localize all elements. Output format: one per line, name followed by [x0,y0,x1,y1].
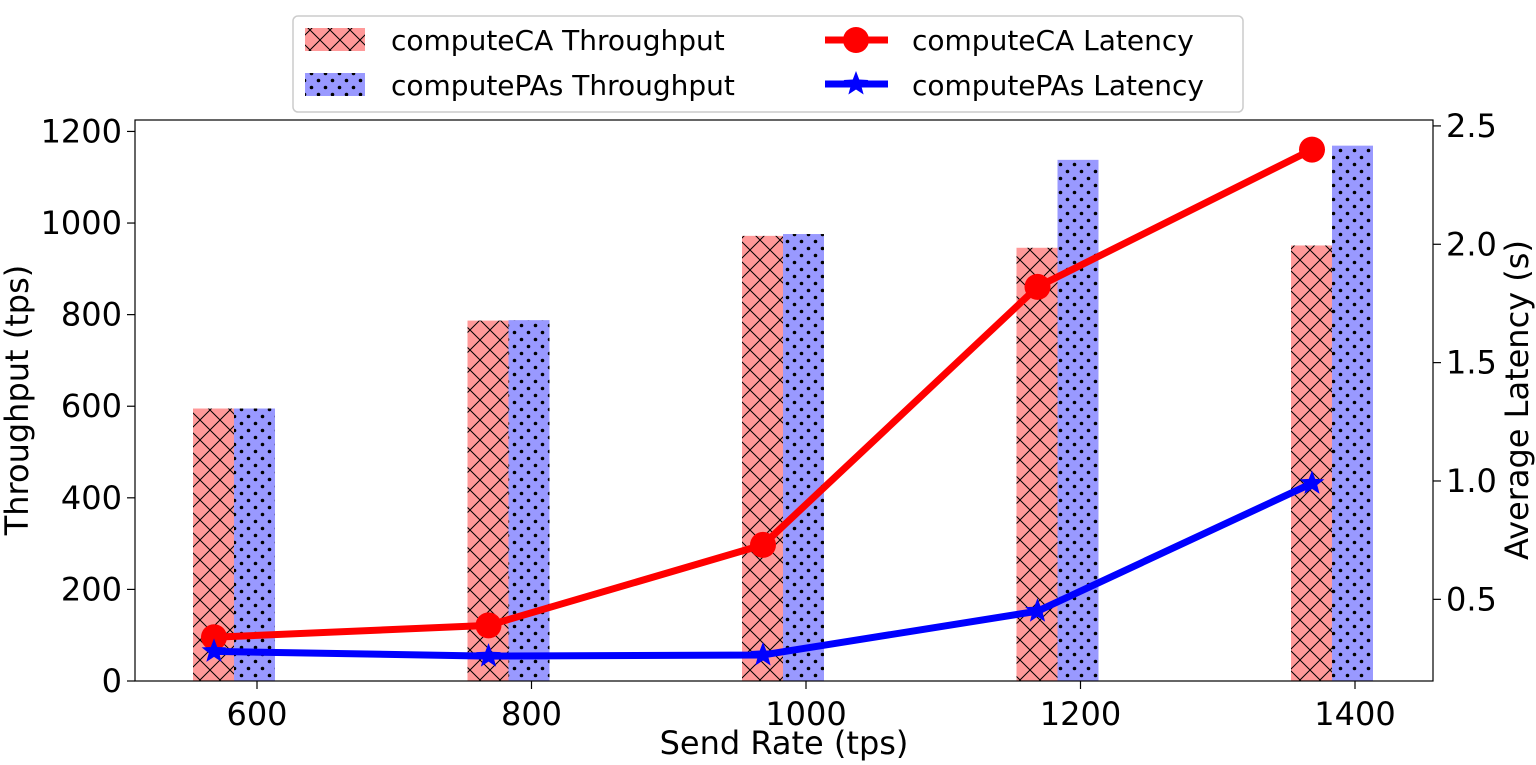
bar-computepas-throughput-1400 [1332,145,1373,681]
y-tick-label-1200: 1200 [41,112,122,150]
point-computepas-latency-1200 [1025,598,1050,622]
point-computepas-latency-1400 [1299,470,1325,494]
legend-label-computepas-throughput: computePAs Throughput [391,69,735,102]
bar-computepas-throughput-1000 [783,234,824,681]
y2-axis-label: Average Latency (s) [1498,240,1536,560]
x-tick-label-1000: 1000 [765,695,846,733]
plot-frame [134,119,1434,682]
x-tick-label-600: 600 [226,695,287,733]
point-computeca-latency-1000 [750,531,776,558]
bar-computeca-throughput-1000 [742,235,783,681]
bar-computepas-throughput-800 [508,320,550,681]
y-tick-label-200: 200 [61,570,122,608]
point-computeca-latency-1400 [1299,136,1325,163]
y2-tick-label-2.0: 2.0 [1446,225,1497,263]
lines-layer [201,136,1325,667]
x-axis-label: Send Rate (tps) [660,724,909,762]
y-axis-left: 0 200 400 600 800 1000 1200 [41,112,135,700]
x-tick-label-1400: 1400 [1314,695,1395,733]
bar-computepas-throughput-600 [234,408,275,681]
y2-tick-label-1.5: 1.5 [1446,344,1497,382]
legend: computeCA Throughput computePAs Throughp… [292,15,1244,113]
y-tick-label-0: 0 [102,662,122,700]
legend-frame [292,15,1244,113]
bars-layer [193,145,1373,681]
y2-tick-label-2.5: 2.5 [1446,107,1497,145]
legend-marker-circle-icon [843,27,869,53]
x-tick-label-1200: 1200 [1040,695,1121,733]
y-tick-label-600: 600 [61,387,122,425]
point-computepas-latency-600 [201,638,227,662]
y-tick-label-1000: 1000 [41,204,122,242]
y-tick-label-800: 800 [61,296,122,334]
legend-label-computeca-latency: computeCA Latency [912,24,1194,57]
point-computeca-latency-600 [201,624,227,651]
legend-label-computeca-throughput: computeCA Throughput [391,24,725,57]
point-computepas-latency-1000 [750,641,776,666]
x-tick-label-800: 800 [501,695,562,733]
legend-swatch-computepas-throughput [305,73,365,96]
point-computepas-latency-800 [476,643,501,667]
y2-tick-label-0.5: 0.5 [1446,580,1497,618]
legend-marker-star-icon [843,71,869,95]
y2-tick-label-1.0: 1.0 [1446,462,1497,500]
bar-computeca-throughput-1400 [1291,245,1332,681]
legend-swatch-computeca-throughput [305,28,365,51]
point-computeca-latency-800 [475,612,502,639]
y-tick-label-400: 400 [61,479,122,517]
point-computeca-latency-1200 [1024,273,1051,300]
y-axis-right: 0.5 1.0 1.5 2.0 2.5 [1433,107,1497,618]
y-axis-label: Throughput (tps) [0,265,36,537]
legend-label-computepas-latency: computePAs Latency [912,69,1204,102]
x-axis: 600 800 1000 1200 1400 [226,681,1396,733]
